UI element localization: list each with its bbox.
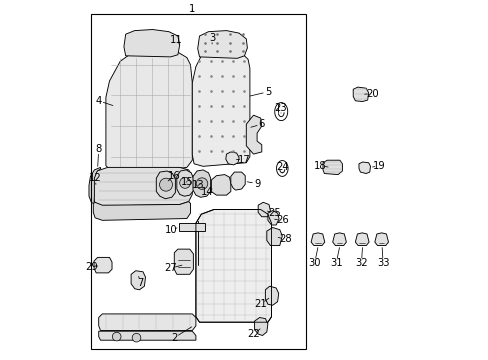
Text: 30: 30 [308, 258, 320, 268]
Polygon shape [106, 49, 192, 173]
Polygon shape [211, 175, 230, 195]
Polygon shape [332, 233, 346, 246]
Polygon shape [196, 210, 271, 322]
Circle shape [196, 178, 207, 189]
Circle shape [159, 178, 172, 191]
Polygon shape [355, 233, 368, 246]
Text: 21: 21 [254, 299, 266, 309]
Polygon shape [310, 233, 324, 246]
Polygon shape [89, 167, 101, 203]
Text: 15: 15 [180, 177, 193, 187]
Text: 10: 10 [164, 225, 177, 235]
Polygon shape [156, 171, 175, 199]
Text: 1: 1 [189, 4, 195, 14]
Polygon shape [254, 318, 267, 336]
Polygon shape [174, 249, 193, 274]
Polygon shape [192, 49, 249, 166]
Text: 13: 13 [191, 180, 203, 190]
Polygon shape [197, 31, 247, 58]
Text: 4: 4 [95, 96, 102, 106]
Polygon shape [266, 228, 282, 246]
Text: 6: 6 [258, 119, 264, 129]
Text: 8: 8 [95, 144, 102, 154]
Polygon shape [374, 233, 387, 246]
Text: 24: 24 [275, 162, 288, 172]
Polygon shape [230, 172, 244, 190]
Text: 9: 9 [253, 179, 260, 189]
Text: 31: 31 [329, 258, 342, 268]
Text: 20: 20 [365, 89, 378, 99]
Polygon shape [258, 202, 270, 217]
Polygon shape [225, 152, 239, 165]
Polygon shape [93, 167, 192, 206]
Circle shape [132, 333, 141, 342]
Circle shape [112, 332, 121, 341]
Text: 23: 23 [274, 103, 286, 113]
Polygon shape [99, 314, 196, 330]
Bar [91, 14, 305, 349]
Text: 14: 14 [200, 186, 213, 197]
Text: 2: 2 [171, 333, 177, 343]
Text: 11: 11 [169, 35, 182, 45]
Polygon shape [177, 170, 193, 196]
Polygon shape [131, 271, 145, 290]
Polygon shape [267, 211, 279, 225]
Text: 28: 28 [279, 234, 292, 244]
Text: 3: 3 [208, 33, 215, 43]
Polygon shape [94, 257, 112, 273]
Polygon shape [193, 170, 210, 197]
Polygon shape [93, 202, 190, 220]
Polygon shape [322, 160, 342, 175]
Polygon shape [246, 115, 261, 154]
Text: 25: 25 [268, 208, 281, 218]
Polygon shape [123, 30, 179, 57]
Text: 33: 33 [376, 258, 388, 268]
Text: 12: 12 [88, 173, 102, 183]
Polygon shape [352, 87, 368, 102]
Polygon shape [265, 286, 278, 305]
Text: 5: 5 [264, 87, 270, 97]
Text: 22: 22 [246, 329, 259, 339]
Text: 18: 18 [313, 161, 326, 171]
Polygon shape [358, 162, 370, 174]
Text: 19: 19 [372, 161, 385, 171]
Text: 29: 29 [85, 262, 98, 272]
Polygon shape [99, 331, 196, 340]
Text: 17: 17 [238, 155, 250, 165]
Circle shape [179, 177, 190, 188]
Text: 26: 26 [275, 215, 288, 225]
Bar [179, 223, 204, 231]
Text: 32: 32 [354, 258, 367, 268]
Text: 16: 16 [167, 171, 180, 181]
Text: 7: 7 [137, 278, 143, 288]
Text: 27: 27 [164, 263, 177, 273]
